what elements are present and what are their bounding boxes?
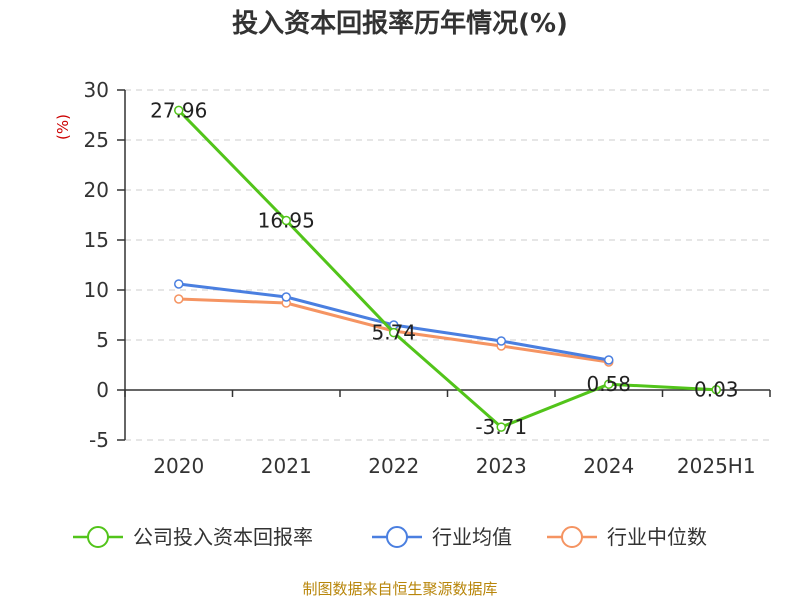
data-point [174,294,184,304]
x-tick-label: 2022 [368,454,419,478]
data-point [496,336,506,346]
y-tick-label: 15 [84,228,109,252]
data-point [281,215,291,226]
x-tick-label: 2024 [583,454,634,478]
y-tick-label: 10 [84,278,109,302]
data-point [711,384,721,395]
axis-layer: 30 25 20 15 10 5 0 -5 2020 2021 2022 2023 2024 2025H1 [84,78,771,478]
x-tick-label: 2025H1 [677,454,756,478]
x-tick-label: 2023 [476,454,527,478]
legend: 公司投入资本回报率 行业均值 行业中位数 [73,525,707,549]
legend-marker [561,526,583,548]
y-tick-label: 30 [84,78,109,102]
data-label: 5.74 [371,321,416,345]
data-point [604,379,614,389]
legend-marker [87,526,109,548]
x-tick-label: 2021 [261,454,312,478]
legend-marker [386,526,408,548]
data-point [389,327,399,338]
data-point [174,105,184,116]
legend-label: 公司投入资本回报率 [133,525,313,549]
data-point [281,292,291,302]
data-point [496,422,506,432]
y-tick-label: 25 [84,128,109,152]
x-tick-label: 2020 [153,454,204,478]
legend-label: 行业中位数 [607,525,707,549]
data-label: -3.71 [475,415,527,439]
data-label-layer: 27.96 16.95 5.74 -3.71 0.58 0.03 [150,98,738,439]
chart-title: 投入资本回报率历年情况(%) [232,8,568,39]
data-label: 0.03 [694,378,739,402]
y-axis-label: (%) [54,114,72,140]
y-tick-label: -5 [89,428,109,452]
data-point [604,355,614,365]
data-label: 0.58 [586,372,631,396]
y-tick-label: 0 [96,378,109,402]
series-layer [174,105,721,432]
source-note: 制图数据来自恒生聚源数据库 [302,580,497,598]
data-point [174,279,184,289]
data-label: 16.95 [258,209,315,233]
legend-label: 行业均值 [432,525,512,549]
y-tick-label: 20 [84,178,109,202]
data-label: 27.96 [150,98,207,122]
series-line-0 [177,109,717,429]
y-tick-label: 5 [96,328,109,352]
